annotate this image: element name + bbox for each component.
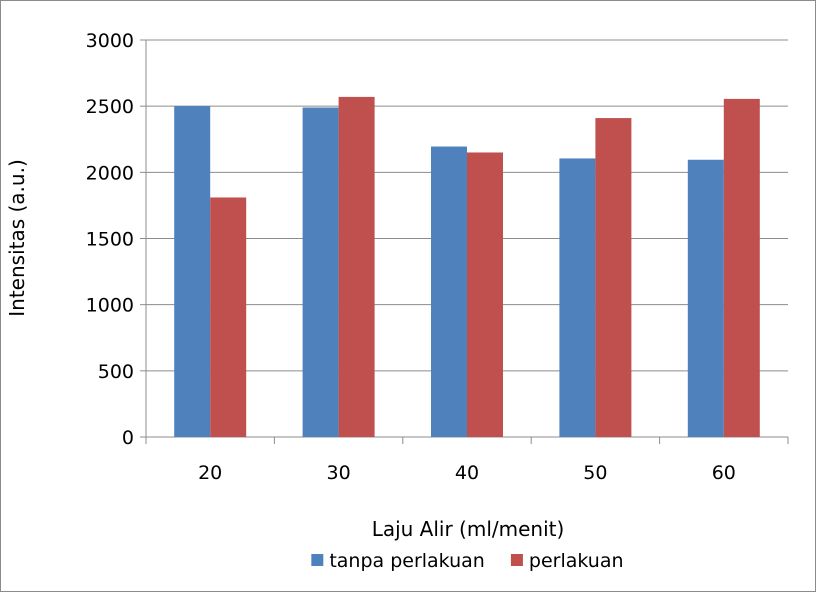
bar-perlakuan-60 [723, 98, 760, 437]
x-tick-label: 50 [583, 462, 607, 484]
x-tick-label: 60 [712, 462, 736, 484]
legend-swatch [510, 554, 523, 566]
legend-swatch [311, 554, 324, 566]
y-tick-label: 0 [122, 427, 134, 449]
x-tick-label: 30 [327, 462, 351, 484]
bar-tanpa-perlakuan-30 [302, 107, 339, 438]
x-axis-label: Laju Alir (ml/menit) [372, 517, 565, 541]
y-tick-label: 1000 [86, 295, 134, 317]
bar-perlakuan-50 [595, 118, 632, 438]
legend-label: perlakuan [529, 550, 624, 572]
bar-tanpa-perlakuan-60 [687, 159, 724, 438]
bars [174, 96, 760, 438]
x-tick-label: 40 [455, 462, 479, 484]
y-tick-label: 2500 [86, 96, 134, 118]
legend-label: tanpa perlakuan [329, 550, 485, 572]
bar-perlakuan-40 [467, 152, 503, 437]
bar-perlakuan-20 [210, 197, 247, 437]
bar-tanpa-perlakuan-20 [174, 106, 211, 438]
x-tick-label: 20 [198, 462, 222, 484]
bar-tanpa-perlakuan-40 [431, 146, 467, 438]
gridlines [146, 39, 788, 372]
y-tick-label: 1500 [86, 229, 134, 251]
y-tick-label: 3000 [86, 30, 134, 52]
y-axis-label: Intensitas (a.u.) [5, 159, 29, 317]
bar-tanpa-perlakuan-50 [559, 158, 596, 437]
legend: tanpa perlakuan perlakuan [311, 550, 624, 572]
bar-perlakuan-30 [338, 96, 375, 438]
tick-labels: 0 500 1000 1500 2000 2500 3000 20 30 40 50 60 [86, 30, 736, 484]
y-tick-label: 2000 [86, 162, 134, 184]
y-tick-label: 500 [98, 361, 134, 383]
